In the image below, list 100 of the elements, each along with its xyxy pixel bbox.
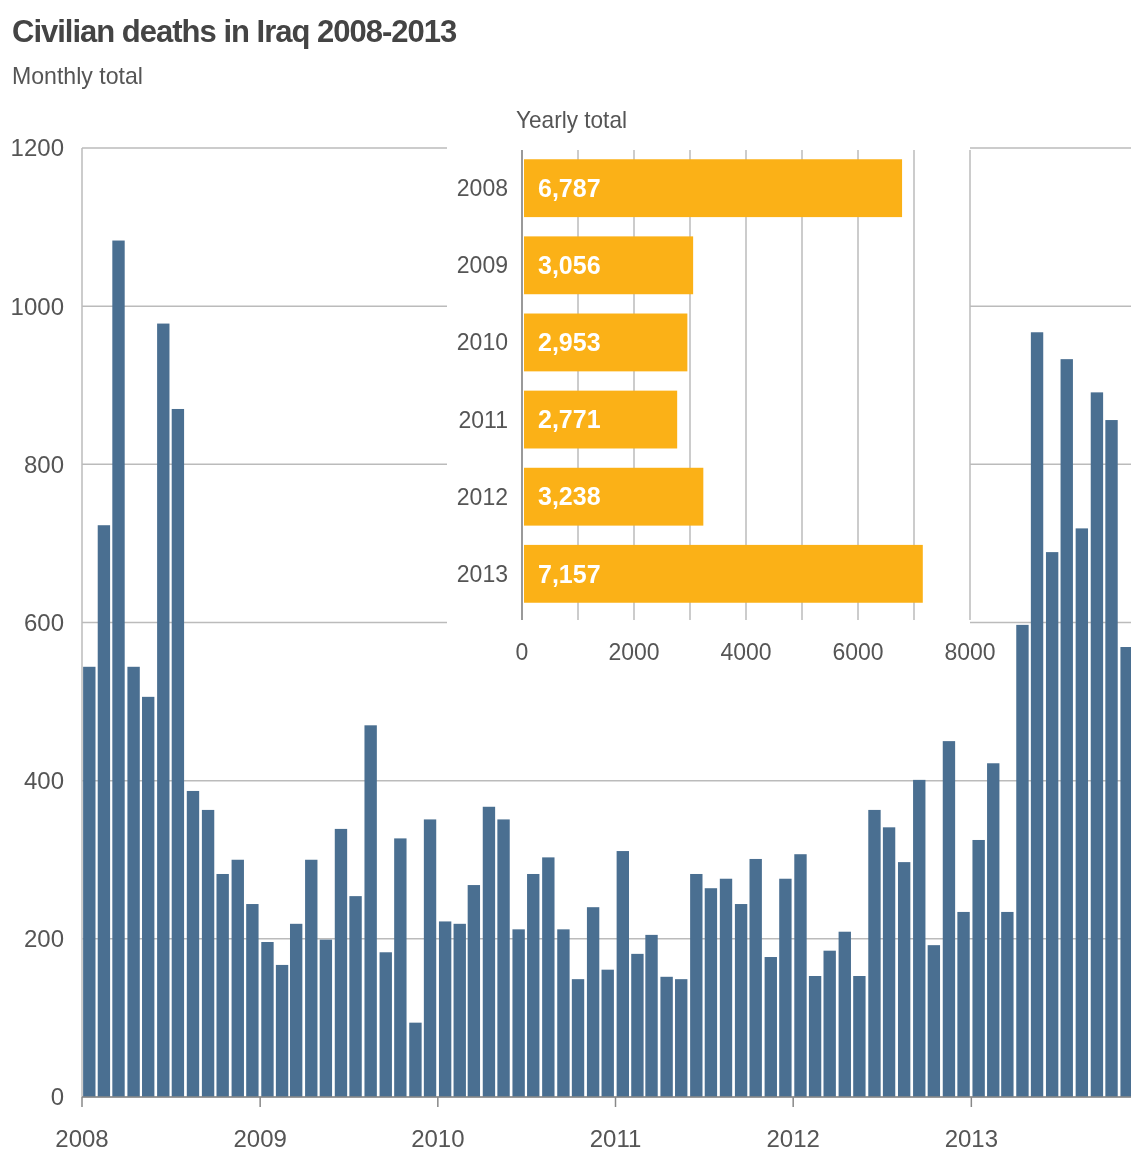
bar (1120, 647, 1131, 1097)
bar (557, 929, 570, 1097)
bar (1060, 359, 1073, 1097)
bar (512, 929, 525, 1097)
bar (1090, 392, 1104, 1097)
bar (660, 976, 673, 1097)
x-tick-label: 2012 (766, 1125, 820, 1152)
bar (364, 725, 377, 1097)
bar (186, 790, 200, 1097)
bar (1001, 911, 1014, 1097)
bar (601, 969, 614, 1097)
x-tick-label: 2009 (233, 1125, 287, 1152)
bar (794, 854, 807, 1097)
bar (524, 313, 688, 372)
bar (586, 907, 600, 1097)
bar (972, 839, 985, 1097)
bar (719, 878, 733, 1097)
y-tick-label: 2008 (456, 175, 508, 202)
x-tick-label: 2013 (944, 1125, 999, 1152)
bar (127, 666, 140, 1097)
bar (97, 525, 111, 1097)
bar (942, 741, 956, 1097)
chart-title: Yearly total (516, 106, 634, 133)
bar (379, 952, 392, 1097)
y-tick-label: 600 (23, 608, 64, 636)
bar (524, 390, 678, 449)
y-tick-label: 2012 (456, 483, 508, 510)
bar (334, 828, 348, 1097)
bar (319, 939, 333, 1097)
y-tick-label: 200 (23, 925, 64, 953)
bar (275, 964, 289, 1097)
bar (823, 950, 836, 1097)
y-tick-label: 2011 (458, 406, 508, 433)
bar (957, 911, 970, 1097)
bar (764, 957, 777, 1097)
bar (571, 979, 585, 1097)
bar (882, 827, 896, 1097)
bar (171, 408, 185, 1097)
data-label: 2,953 (538, 328, 601, 357)
data-label: 3,056 (538, 251, 601, 280)
bar (779, 878, 792, 1097)
y-tick-label: 2009 (456, 252, 508, 279)
bar (987, 763, 1000, 1097)
bar (112, 240, 125, 1097)
bar (675, 979, 688, 1097)
chart-title: Civilian deaths in Iraq 2008-2013 (12, 14, 458, 49)
bar (704, 888, 718, 1097)
data-label: 6,787 (538, 173, 601, 202)
bar (1105, 420, 1118, 1097)
x-tick-label: 6000 (832, 639, 884, 665)
bar (246, 904, 259, 1097)
data-label: 2,771 (538, 405, 601, 434)
bar (409, 1022, 422, 1097)
bar (453, 923, 466, 1097)
bar (305, 859, 318, 1097)
bar (482, 806, 496, 1097)
bar (1016, 624, 1029, 1097)
bar (423, 819, 437, 1097)
bar (157, 323, 170, 1097)
bar (394, 838, 407, 1097)
y-tick-label: 1000 (10, 292, 64, 320)
bar (524, 159, 903, 218)
y-tick-label: 400 (23, 767, 64, 795)
x-tick-label: 2011 (589, 1125, 642, 1152)
y-tick-label: 0 (50, 1083, 64, 1111)
bar (289, 923, 303, 1097)
bar (201, 809, 215, 1097)
bar (749, 858, 762, 1097)
bar (497, 819, 510, 1097)
bar (142, 696, 155, 1097)
bar (438, 921, 452, 1097)
bar (690, 873, 703, 1097)
bar (542, 857, 555, 1097)
bar (467, 885, 481, 1097)
bar (1030, 332, 1044, 1097)
bar (524, 544, 923, 603)
bar (838, 931, 851, 1097)
x-tick-label: 0 (515, 639, 529, 665)
bar (216, 873, 229, 1097)
bar (808, 976, 822, 1097)
y-tick-label: 2013 (456, 560, 508, 587)
bar (853, 976, 866, 1097)
x-tick-label: 8000 (944, 639, 996, 665)
y-tick-label: 2010 (456, 329, 508, 356)
bar (868, 809, 881, 1097)
bar (734, 904, 748, 1097)
x-tick-label: 2000 (608, 639, 660, 665)
data-label: 3,238 (538, 482, 601, 511)
bar (83, 666, 96, 1097)
bar (231, 859, 244, 1097)
bar (1075, 528, 1089, 1097)
bar (527, 873, 540, 1097)
bar (524, 467, 704, 526)
x-tick-label: 4000 (720, 639, 772, 665)
bar (349, 896, 362, 1097)
bar (897, 862, 911, 1097)
x-tick-label: 2010 (411, 1125, 465, 1152)
chart-subtitle: Monthly total (12, 62, 149, 89)
y-tick-label: 1200 (10, 134, 64, 162)
bar (261, 942, 274, 1097)
